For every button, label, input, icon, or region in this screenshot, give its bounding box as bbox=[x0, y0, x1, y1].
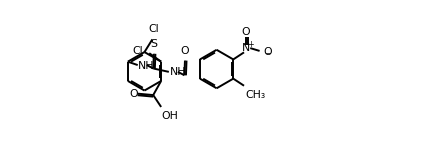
Text: S: S bbox=[150, 39, 157, 49]
Text: N: N bbox=[242, 43, 250, 53]
Text: +: + bbox=[247, 40, 254, 49]
Text: O: O bbox=[130, 89, 138, 99]
Text: O: O bbox=[242, 27, 250, 37]
Text: Cl: Cl bbox=[133, 46, 143, 57]
Text: NH: NH bbox=[169, 67, 186, 77]
Text: −: − bbox=[264, 50, 271, 59]
Text: OH: OH bbox=[162, 111, 179, 121]
Text: O: O bbox=[263, 47, 272, 57]
Text: Cl: Cl bbox=[148, 24, 159, 34]
Text: NH: NH bbox=[138, 61, 155, 71]
Text: O: O bbox=[181, 46, 189, 56]
Text: CH₃: CH₃ bbox=[245, 90, 266, 100]
